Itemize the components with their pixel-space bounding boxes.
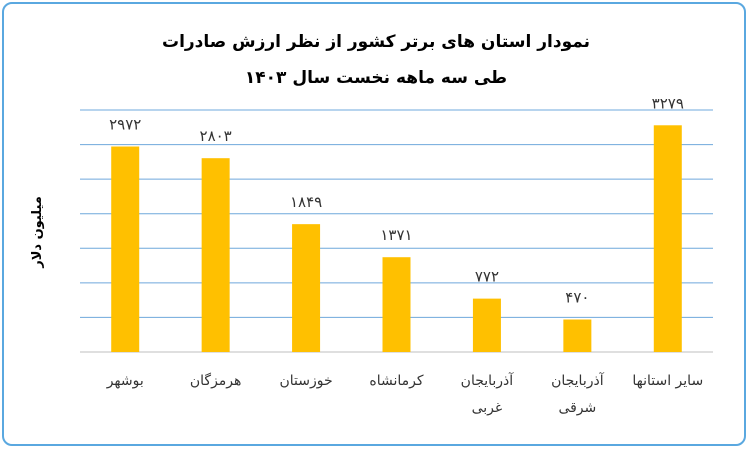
category-label: کرمانشاه <box>369 373 423 389</box>
value-label: ۴۷۰ <box>565 289 589 307</box>
value-labels: ۲۹۷۲ ۲۸۰۳ ۱۸۴۹ ۱۳۷۱ ۷۷۲ ۴۷۰ ۳۲۷۹ <box>109 94 684 306</box>
category-label: شرقی <box>558 400 596 416</box>
category-label: سایر استانها <box>632 373 703 389</box>
category-label: بوشهر <box>106 373 144 389</box>
bar <box>382 257 411 352</box>
category-labels: بوشهر هرمزگان خوزستان کرمانشاه آذربایجان غربی… <box>106 372 703 416</box>
bar <box>111 146 140 352</box>
category-label: آذربایجان <box>551 372 605 389</box>
value-label: ۲۸۰۳ <box>200 127 232 145</box>
bar <box>201 158 230 352</box>
category-label: خوزستان <box>279 373 332 389</box>
bars <box>111 125 682 352</box>
value-label: ۳۲۷۹ <box>652 94 684 112</box>
value-label: ۷۷۲ <box>475 268 499 286</box>
value-label: ۱۳۷۱ <box>380 226 412 244</box>
bar <box>653 125 682 352</box>
bar <box>472 298 501 352</box>
bar <box>292 224 321 352</box>
category-label: غربی <box>472 400 503 416</box>
value-label: ۲۹۷۲ <box>109 116 141 134</box>
chart-title: نمودار استان های برتر کشور از نظر ارزش ص… <box>162 32 590 52</box>
value-label: ۱۸۴۹ <box>290 193 322 211</box>
y-axis-label: میلیون دلار <box>30 196 45 269</box>
category-label: آذربایجان <box>461 372 515 389</box>
bar <box>563 319 592 352</box>
category-label: هرمزگان <box>190 372 242 389</box>
gridlines <box>80 109 713 353</box>
chart-subtitle: طی سه ماهه نخست سال ۱۴۰۳ <box>245 68 507 88</box>
